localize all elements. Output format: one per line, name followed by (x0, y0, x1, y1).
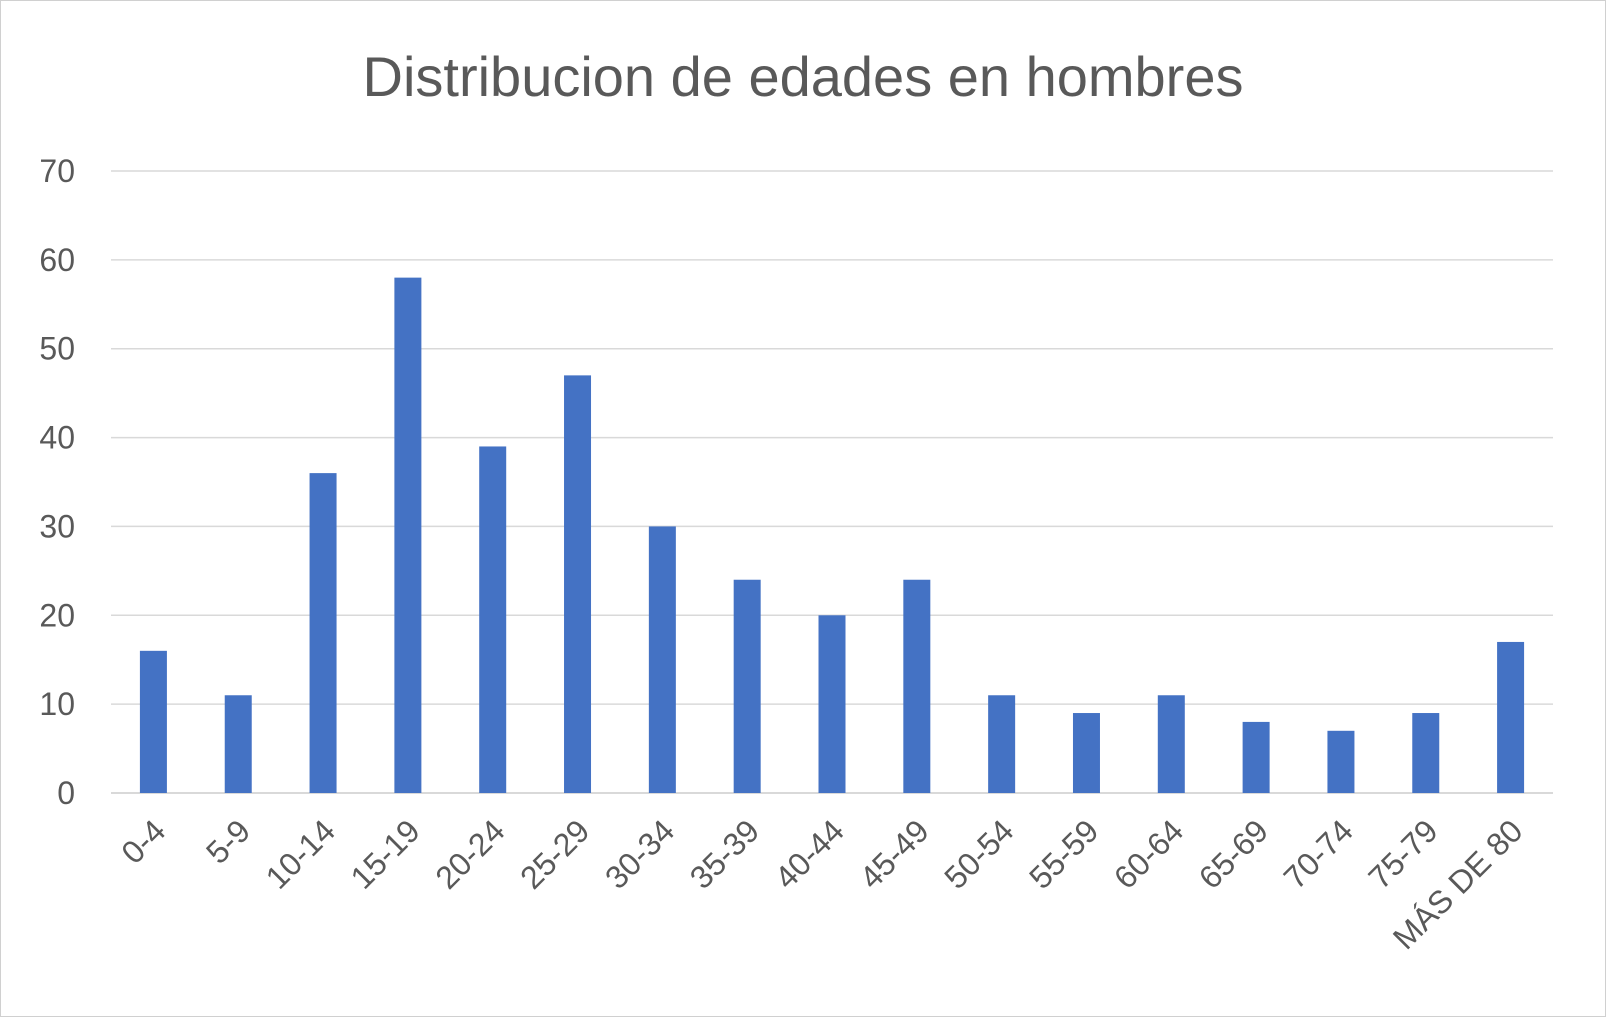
y-tick-label: 40 (39, 420, 75, 456)
bar (903, 579, 931, 793)
x-tick-label: 50-54 (937, 812, 1020, 895)
x-tick-label: 65-69 (1192, 812, 1275, 895)
y-tick-label: 20 (39, 597, 75, 633)
bar (733, 579, 761, 793)
x-tick-label: 35-39 (683, 812, 766, 895)
x-tick-label: 40-44 (768, 812, 851, 895)
chart-title: Distribucion de edades en hombres (362, 45, 1244, 108)
x-tick-label: 25-29 (513, 812, 596, 895)
bar (224, 695, 252, 793)
bar (648, 526, 676, 793)
bars (139, 277, 1525, 794)
x-tick-label: 15-19 (344, 812, 427, 895)
bar (988, 695, 1016, 793)
x-tick-label: 60-64 (1107, 812, 1190, 895)
bar (818, 615, 846, 793)
bar (479, 446, 507, 793)
y-tick-label: 10 (39, 686, 75, 722)
bar (1412, 713, 1440, 793)
y-axis-ticks: 0 10 20 30 40 50 60 70 (39, 153, 75, 811)
y-tick-label: 0 (57, 775, 75, 811)
bar (564, 375, 592, 793)
x-tick-label: 55-59 (1022, 812, 1105, 895)
bar (394, 277, 422, 794)
x-tick-label: 70-74 (1277, 812, 1360, 895)
bar (139, 650, 167, 793)
y-tick-label: 70 (39, 153, 75, 189)
x-tick-label: 5-9 (199, 812, 257, 870)
x-tick-label: 0-4 (114, 812, 172, 870)
y-tick-label: 30 (39, 508, 75, 544)
x-tick-label: 10-14 (259, 812, 342, 895)
bar (1327, 730, 1355, 793)
bar (1157, 695, 1185, 793)
x-tick-label: 20-24 (428, 812, 511, 895)
x-axis-ticks: 0-4 5-9 10-14 15-19 20-24 25-29 30-34 35-39 40-4… (114, 812, 1529, 956)
bar (1497, 641, 1525, 793)
bar (1072, 713, 1100, 793)
bar (309, 473, 337, 793)
x-tick-label: 30-34 (598, 812, 681, 895)
y-tick-label: 60 (39, 242, 75, 278)
bar (1242, 721, 1270, 793)
y-tick-label: 50 (39, 331, 75, 367)
x-tick-label: 45-49 (852, 812, 935, 895)
